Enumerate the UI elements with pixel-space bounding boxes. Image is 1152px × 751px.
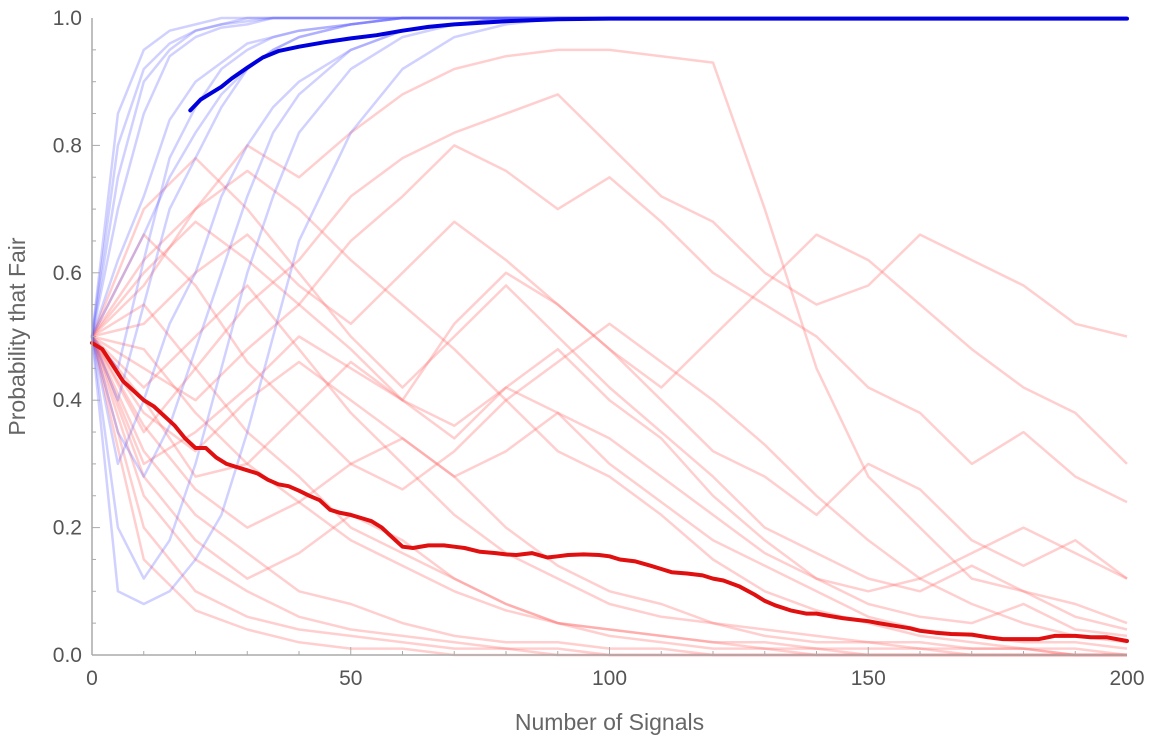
trial-unfair-line-15 — [90, 336, 1127, 657]
trial-fair-line-25 — [90, 16, 1127, 580]
axes — [91, 18, 1127, 656]
trial-fair-line-27 — [90, 16, 1127, 606]
trial-fair-line-24 — [90, 16, 1127, 466]
trial-unfair-line-0 — [90, 48, 1128, 625]
x-tick-label: 0 — [86, 667, 98, 690]
y-tick-label: 0.8 — [53, 134, 82, 157]
trial-unfair-line-14 — [90, 233, 1128, 644]
trial-unfair-line-17 — [90, 336, 1127, 657]
trial-unfair-line-8 — [90, 336, 1127, 657]
trial-unfair-line-9 — [91, 303, 1127, 657]
trial-unfair-line-1 — [90, 93, 1128, 434]
y-tick-label: 0.2 — [53, 517, 82, 540]
trial-unfair-line-7 — [90, 335, 1127, 657]
trial-unfair-line-5 — [91, 335, 1128, 638]
trial-unfair-line-4 — [90, 271, 1128, 580]
trial-lines — [90, 16, 1128, 657]
trial-unfair-line-19 — [91, 335, 1127, 657]
average-unfair-line — [90, 340, 1129, 643]
y-tick-label: 0.4 — [53, 389, 83, 412]
x-tick-label: 200 — [1109, 667, 1144, 690]
trial-unfair-line-11 — [90, 336, 1127, 657]
average-lines — [90, 16, 1129, 643]
average-fair-line — [188, 16, 1129, 113]
trial-unfair-line-13 — [90, 335, 1127, 657]
x-tick-label: 50 — [339, 667, 362, 690]
ticks: 0 50 100 150 200 0.0 0.2 0.4 0.6 0.8 1.0 — [53, 7, 1145, 690]
y-tick-label: 1.0 — [53, 7, 82, 30]
x-tick-label: 100 — [592, 667, 627, 690]
trial-unfair-line-2 — [91, 144, 1128, 504]
trial-unfair-line-12 — [91, 284, 1127, 657]
y-tick-label: 0.6 — [53, 262, 82, 285]
trial-fair-line-31 — [90, 16, 1127, 478]
y-tick-label: 0.0 — [53, 644, 82, 667]
trial-unfair-line-10 — [90, 156, 1128, 631]
x-tick-label: 150 — [851, 667, 886, 690]
x-axis-title: Number of Signals — [515, 709, 704, 735]
trial-unfair-line-16 — [91, 169, 1128, 657]
trial-unfair-line-18 — [90, 335, 1128, 593]
trial-unfair-line-3 — [91, 220, 1128, 465]
y-axis-title: Probability that Fair — [4, 237, 30, 435]
